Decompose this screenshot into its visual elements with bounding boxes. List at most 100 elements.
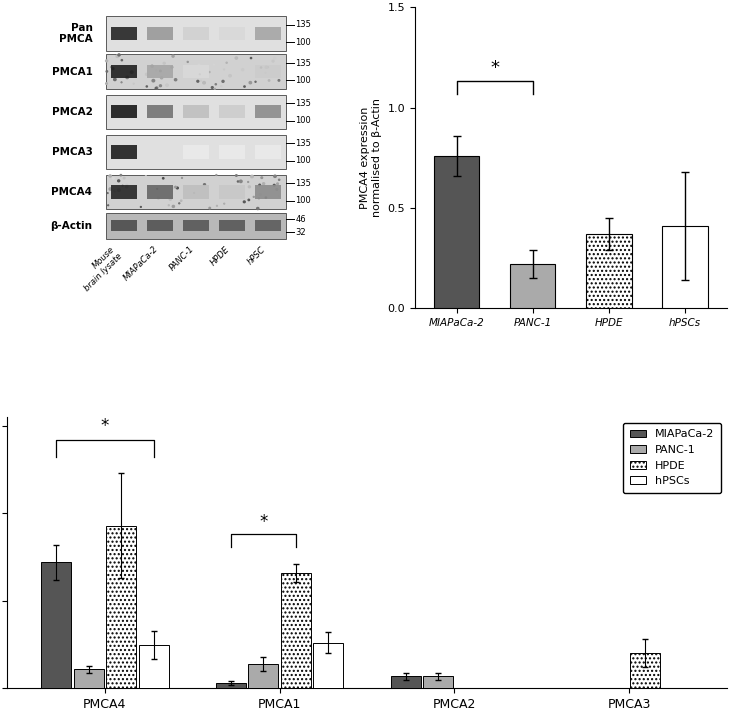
FancyBboxPatch shape	[147, 27, 172, 40]
Circle shape	[112, 178, 115, 179]
Circle shape	[172, 182, 173, 183]
Text: *: *	[101, 417, 109, 435]
Text: 135: 135	[296, 20, 311, 29]
Circle shape	[244, 201, 245, 203]
Circle shape	[115, 189, 117, 191]
FancyBboxPatch shape	[147, 65, 172, 78]
Circle shape	[108, 176, 109, 178]
Text: HPDE: HPDE	[209, 244, 232, 267]
Circle shape	[203, 82, 206, 84]
FancyBboxPatch shape	[147, 186, 172, 199]
Text: PMCA1: PMCA1	[51, 67, 92, 77]
Circle shape	[249, 82, 252, 84]
Circle shape	[259, 194, 261, 196]
Circle shape	[159, 85, 161, 87]
Text: 100: 100	[296, 196, 311, 205]
Circle shape	[214, 88, 215, 89]
Circle shape	[172, 55, 174, 57]
FancyBboxPatch shape	[111, 186, 137, 199]
Text: 32: 32	[296, 227, 306, 237]
FancyBboxPatch shape	[183, 146, 208, 158]
Circle shape	[172, 187, 174, 189]
Circle shape	[140, 206, 141, 207]
Circle shape	[156, 87, 158, 89]
Circle shape	[221, 86, 222, 87]
Text: PMCA4: PMCA4	[51, 187, 92, 197]
Circle shape	[116, 55, 119, 57]
Circle shape	[197, 80, 199, 82]
Circle shape	[265, 72, 266, 73]
Circle shape	[157, 197, 159, 199]
Bar	[313, 643, 344, 688]
Legend: MIAPaCa-2, PANC-1, HPDE, hPSCs: MIAPaCa-2, PANC-1, HPDE, hPSCs	[623, 423, 721, 493]
Circle shape	[269, 80, 270, 81]
Circle shape	[123, 177, 125, 179]
Circle shape	[224, 69, 225, 70]
FancyBboxPatch shape	[219, 105, 244, 118]
Bar	[139, 645, 169, 688]
Text: 135: 135	[296, 179, 311, 188]
Bar	[586, 234, 631, 308]
Circle shape	[146, 86, 148, 87]
Text: 135: 135	[296, 99, 311, 108]
Bar	[73, 669, 103, 688]
Circle shape	[171, 67, 172, 68]
Circle shape	[200, 80, 201, 81]
FancyBboxPatch shape	[147, 220, 172, 231]
Text: 100: 100	[296, 116, 311, 125]
Circle shape	[203, 184, 206, 186]
Bar	[662, 226, 708, 308]
Circle shape	[122, 185, 123, 186]
Circle shape	[112, 67, 114, 70]
FancyBboxPatch shape	[183, 186, 208, 199]
Bar	[216, 683, 246, 688]
Circle shape	[181, 200, 182, 201]
Circle shape	[241, 69, 244, 71]
Text: A.: A.	[7, 0, 27, 4]
FancyBboxPatch shape	[255, 105, 280, 118]
Text: 100: 100	[296, 38, 311, 47]
Circle shape	[126, 184, 128, 186]
Circle shape	[229, 75, 231, 77]
Bar	[106, 95, 286, 129]
Text: PMCA2: PMCA2	[51, 107, 92, 117]
Circle shape	[170, 198, 172, 200]
Circle shape	[117, 180, 120, 182]
Circle shape	[265, 66, 267, 68]
FancyBboxPatch shape	[219, 65, 244, 78]
Circle shape	[117, 189, 120, 191]
Circle shape	[106, 82, 107, 85]
FancyBboxPatch shape	[219, 27, 244, 40]
FancyBboxPatch shape	[255, 221, 280, 231]
Y-axis label: PMCA4 expression
normalised to β-Actin: PMCA4 expression normalised to β-Actin	[360, 98, 382, 217]
Circle shape	[126, 186, 128, 188]
Circle shape	[162, 178, 164, 179]
FancyBboxPatch shape	[219, 220, 244, 231]
FancyBboxPatch shape	[111, 220, 137, 231]
Circle shape	[114, 190, 116, 191]
Text: 100: 100	[296, 156, 311, 165]
Text: β-Actin: β-Actin	[51, 221, 92, 231]
FancyBboxPatch shape	[219, 186, 244, 199]
Circle shape	[222, 80, 224, 82]
Circle shape	[265, 197, 266, 198]
Bar	[41, 562, 71, 688]
Circle shape	[120, 174, 122, 176]
Circle shape	[261, 67, 262, 68]
Circle shape	[261, 177, 263, 179]
Bar	[424, 676, 453, 688]
Circle shape	[151, 65, 153, 67]
FancyBboxPatch shape	[219, 146, 244, 158]
Circle shape	[179, 203, 180, 204]
FancyBboxPatch shape	[111, 221, 137, 231]
FancyBboxPatch shape	[111, 146, 137, 158]
FancyBboxPatch shape	[255, 186, 280, 199]
Circle shape	[226, 62, 228, 63]
FancyBboxPatch shape	[111, 27, 137, 40]
Text: PMCA3: PMCA3	[51, 147, 92, 157]
Circle shape	[211, 87, 213, 88]
Circle shape	[237, 181, 239, 182]
FancyBboxPatch shape	[147, 105, 172, 118]
Circle shape	[168, 205, 170, 206]
FancyBboxPatch shape	[255, 220, 280, 231]
